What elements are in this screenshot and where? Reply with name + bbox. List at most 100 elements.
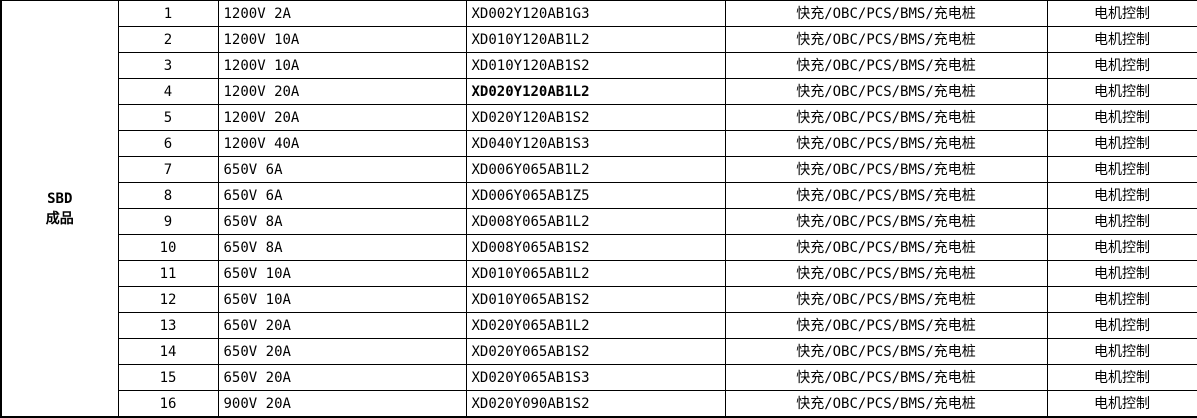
- row-number-cell[interactable]: 2: [117, 26, 219, 53]
- application2-cell[interactable]: 电机控制: [1046, 208, 1197, 235]
- application2-cell[interactable]: 电机控制: [1046, 286, 1197, 313]
- group-label-line: 成品: [45, 210, 74, 227]
- application-cell[interactable]: 快充/OBC/PCS/BMS/充电桩: [724, 182, 1048, 209]
- application2-cell[interactable]: 电机控制: [1046, 156, 1197, 183]
- table-row: 12 650V 10A XD010Y065AB1S2 快充/OBC/PCS/BMS/充…: [1, 286, 1197, 313]
- spec-cell[interactable]: 1200V 40A: [217, 130, 467, 157]
- application-cell[interactable]: 快充/OBC/PCS/BMS/充电桩: [724, 0, 1048, 27]
- row-number-cell[interactable]: 9: [117, 208, 219, 235]
- table-row: 9 650V 8A XD008Y065AB1L2 快充/OBC/PCS/BMS/充电桩…: [1, 208, 1197, 235]
- row-number-cell[interactable]: 1: [117, 0, 219, 27]
- application-cell[interactable]: 快充/OBC/PCS/BMS/充电桩: [724, 286, 1048, 313]
- table-row: 14 650V 20A XD020Y065AB1S2 快充/OBC/PCS/BMS/充…: [1, 338, 1197, 365]
- part-number-cell[interactable]: XD006Y065AB1L2: [465, 156, 726, 183]
- application2-cell[interactable]: 电机控制: [1046, 364, 1197, 391]
- application-cell[interactable]: 快充/OBC/PCS/BMS/充电桩: [724, 104, 1048, 131]
- application-cell[interactable]: 快充/OBC/PCS/BMS/充电桩: [724, 390, 1048, 418]
- application-cell[interactable]: 快充/OBC/PCS/BMS/充电桩: [724, 338, 1048, 365]
- part-number-cell[interactable]: XD020Y120AB1S2: [465, 104, 726, 131]
- spec-cell[interactable]: 1200V 20A: [217, 78, 467, 105]
- spec-cell[interactable]: 650V 20A: [217, 338, 467, 365]
- spec-cell[interactable]: 900V 20A: [217, 390, 467, 418]
- application2-cell[interactable]: 电机控制: [1046, 260, 1197, 287]
- application2-cell[interactable]: 电机控制: [1046, 312, 1197, 339]
- spec-cell[interactable]: 650V 8A: [217, 234, 467, 261]
- part-number-cell[interactable]: XD002Y120AB1G3: [465, 0, 726, 27]
- row-number-cell[interactable]: 3: [117, 52, 219, 79]
- row-number-cell[interactable]: 16: [117, 390, 219, 418]
- application-cell[interactable]: 快充/OBC/PCS/BMS/充电桩: [724, 208, 1048, 235]
- part-number-cell[interactable]: XD010Y120AB1S2: [465, 52, 726, 79]
- table-row: 2 1200V 10A XD010Y120AB1L2 快充/OBC/PCS/BMS/充…: [1, 26, 1197, 53]
- row-number-cell[interactable]: 4: [117, 78, 219, 105]
- group-label-cell[interactable]: SBD 成品: [0, 0, 119, 418]
- spec-cell[interactable]: 650V 8A: [217, 208, 467, 235]
- application-cell[interactable]: 快充/OBC/PCS/BMS/充电桩: [724, 364, 1048, 391]
- row-number-cell[interactable]: 11: [117, 260, 219, 287]
- application2-cell[interactable]: 电机控制: [1046, 104, 1197, 131]
- row-number-cell[interactable]: 7: [117, 156, 219, 183]
- application2-cell[interactable]: 电机控制: [1046, 78, 1197, 105]
- table-row: 3 1200V 10A XD010Y120AB1S2 快充/OBC/PCS/BMS/充…: [1, 52, 1197, 79]
- application2-cell[interactable]: 电机控制: [1046, 234, 1197, 261]
- application-cell[interactable]: 快充/OBC/PCS/BMS/充电桩: [724, 156, 1048, 183]
- row-number-cell[interactable]: 12: [117, 286, 219, 313]
- table-row: 10 650V 8A XD008Y065AB1S2 快充/OBC/PCS/BMS/充电…: [1, 234, 1197, 261]
- application2-cell[interactable]: 电机控制: [1046, 26, 1197, 53]
- table-row: 11 650V 10A XD010Y065AB1L2 快充/OBC/PCS/BMS/充…: [1, 260, 1197, 287]
- row-number-cell[interactable]: 14: [117, 338, 219, 365]
- application-cell[interactable]: 快充/OBC/PCS/BMS/充电桩: [724, 52, 1048, 79]
- part-number-cell[interactable]: XD020Y090AB1S2: [465, 390, 726, 418]
- table-row: 8 650V 6A XD006Y065AB1Z5 快充/OBC/PCS/BMS/充电桩…: [1, 182, 1197, 209]
- spec-cell[interactable]: 650V 20A: [217, 312, 467, 339]
- table-row: 16 900V 20A XD020Y090AB1S2 快充/OBC/PCS/BMS/充…: [1, 390, 1197, 418]
- application-cell[interactable]: 快充/OBC/PCS/BMS/充电桩: [724, 78, 1048, 105]
- row-number-cell[interactable]: 5: [117, 104, 219, 131]
- table-row: 7 650V 6A XD006Y065AB1L2 快充/OBC/PCS/BMS/充电桩…: [1, 156, 1197, 183]
- application-cell[interactable]: 快充/OBC/PCS/BMS/充电桩: [724, 234, 1048, 261]
- part-number-cell[interactable]: XD020Y065AB1S2: [465, 338, 726, 365]
- spec-cell[interactable]: 650V 10A: [217, 260, 467, 287]
- part-number-cell[interactable]: XD040Y120AB1S3: [465, 130, 726, 157]
- part-number-cell[interactable]: XD010Y065AB1S2: [465, 286, 726, 313]
- spec-cell[interactable]: 650V 20A: [217, 364, 467, 391]
- application-cell[interactable]: 快充/OBC/PCS/BMS/充电桩: [724, 260, 1048, 287]
- group-label-line: SBD: [47, 190, 73, 207]
- part-number-cell[interactable]: XD010Y120AB1L2: [465, 26, 726, 53]
- part-number-cell[interactable]: XD008Y065AB1L2: [465, 208, 726, 235]
- application2-cell[interactable]: 电机控制: [1046, 182, 1197, 209]
- spec-cell[interactable]: 1200V 10A: [217, 26, 467, 53]
- spec-cell[interactable]: 1200V 10A: [217, 52, 467, 79]
- spec-cell[interactable]: 650V 10A: [217, 286, 467, 313]
- part-number-cell[interactable]: XD020Y120AB1L2: [465, 78, 726, 105]
- spec-cell[interactable]: 1200V 2A: [217, 0, 467, 27]
- application-cell[interactable]: 快充/OBC/PCS/BMS/充电桩: [724, 26, 1048, 53]
- application2-cell[interactable]: 电机控制: [1046, 52, 1197, 79]
- row-number-cell[interactable]: 8: [117, 182, 219, 209]
- part-number-cell[interactable]: XD020Y065AB1L2: [465, 312, 726, 339]
- spec-cell[interactable]: 650V 6A: [217, 182, 467, 209]
- application-cell[interactable]: 快充/OBC/PCS/BMS/充电桩: [724, 312, 1048, 339]
- application2-cell[interactable]: 电机控制: [1046, 390, 1197, 418]
- spec-cell[interactable]: 650V 6A: [217, 156, 467, 183]
- spec-cell[interactable]: 1200V 20A: [217, 104, 467, 131]
- table-row: 15 650V 20A XD020Y065AB1S3 快充/OBC/PCS/BMS/充…: [1, 364, 1197, 391]
- part-number-cell[interactable]: XD006Y065AB1Z5: [465, 182, 726, 209]
- row-number-cell[interactable]: 10: [117, 234, 219, 261]
- application2-cell[interactable]: 电机控制: [1046, 338, 1197, 365]
- row-number-cell[interactable]: 13: [117, 312, 219, 339]
- table-row: 4 1200V 20A XD020Y120AB1L2 快充/OBC/PCS/BMS/充…: [1, 78, 1197, 105]
- application-cell[interactable]: 快充/OBC/PCS/BMS/充电桩: [724, 130, 1048, 157]
- table-row: 13 650V 20A XD020Y065AB1L2 快充/OBC/PCS/BMS/充…: [1, 312, 1197, 339]
- application2-cell[interactable]: 电机控制: [1046, 130, 1197, 157]
- part-number-cell[interactable]: XD008Y065AB1S2: [465, 234, 726, 261]
- row-number-cell[interactable]: 6: [117, 130, 219, 157]
- part-number-cell[interactable]: XD020Y065AB1S3: [465, 364, 726, 391]
- row-number-cell[interactable]: 15: [117, 364, 219, 391]
- table-row: 6 1200V 40A XD040Y120AB1S3 快充/OBC/PCS/BMS/充…: [1, 130, 1197, 157]
- application2-cell[interactable]: 电机控制: [1046, 0, 1197, 27]
- part-number-cell[interactable]: XD010Y065AB1L2: [465, 260, 726, 287]
- table-row: 5 1200V 20A XD020Y120AB1S2 快充/OBC/PCS/BMS/充…: [1, 104, 1197, 131]
